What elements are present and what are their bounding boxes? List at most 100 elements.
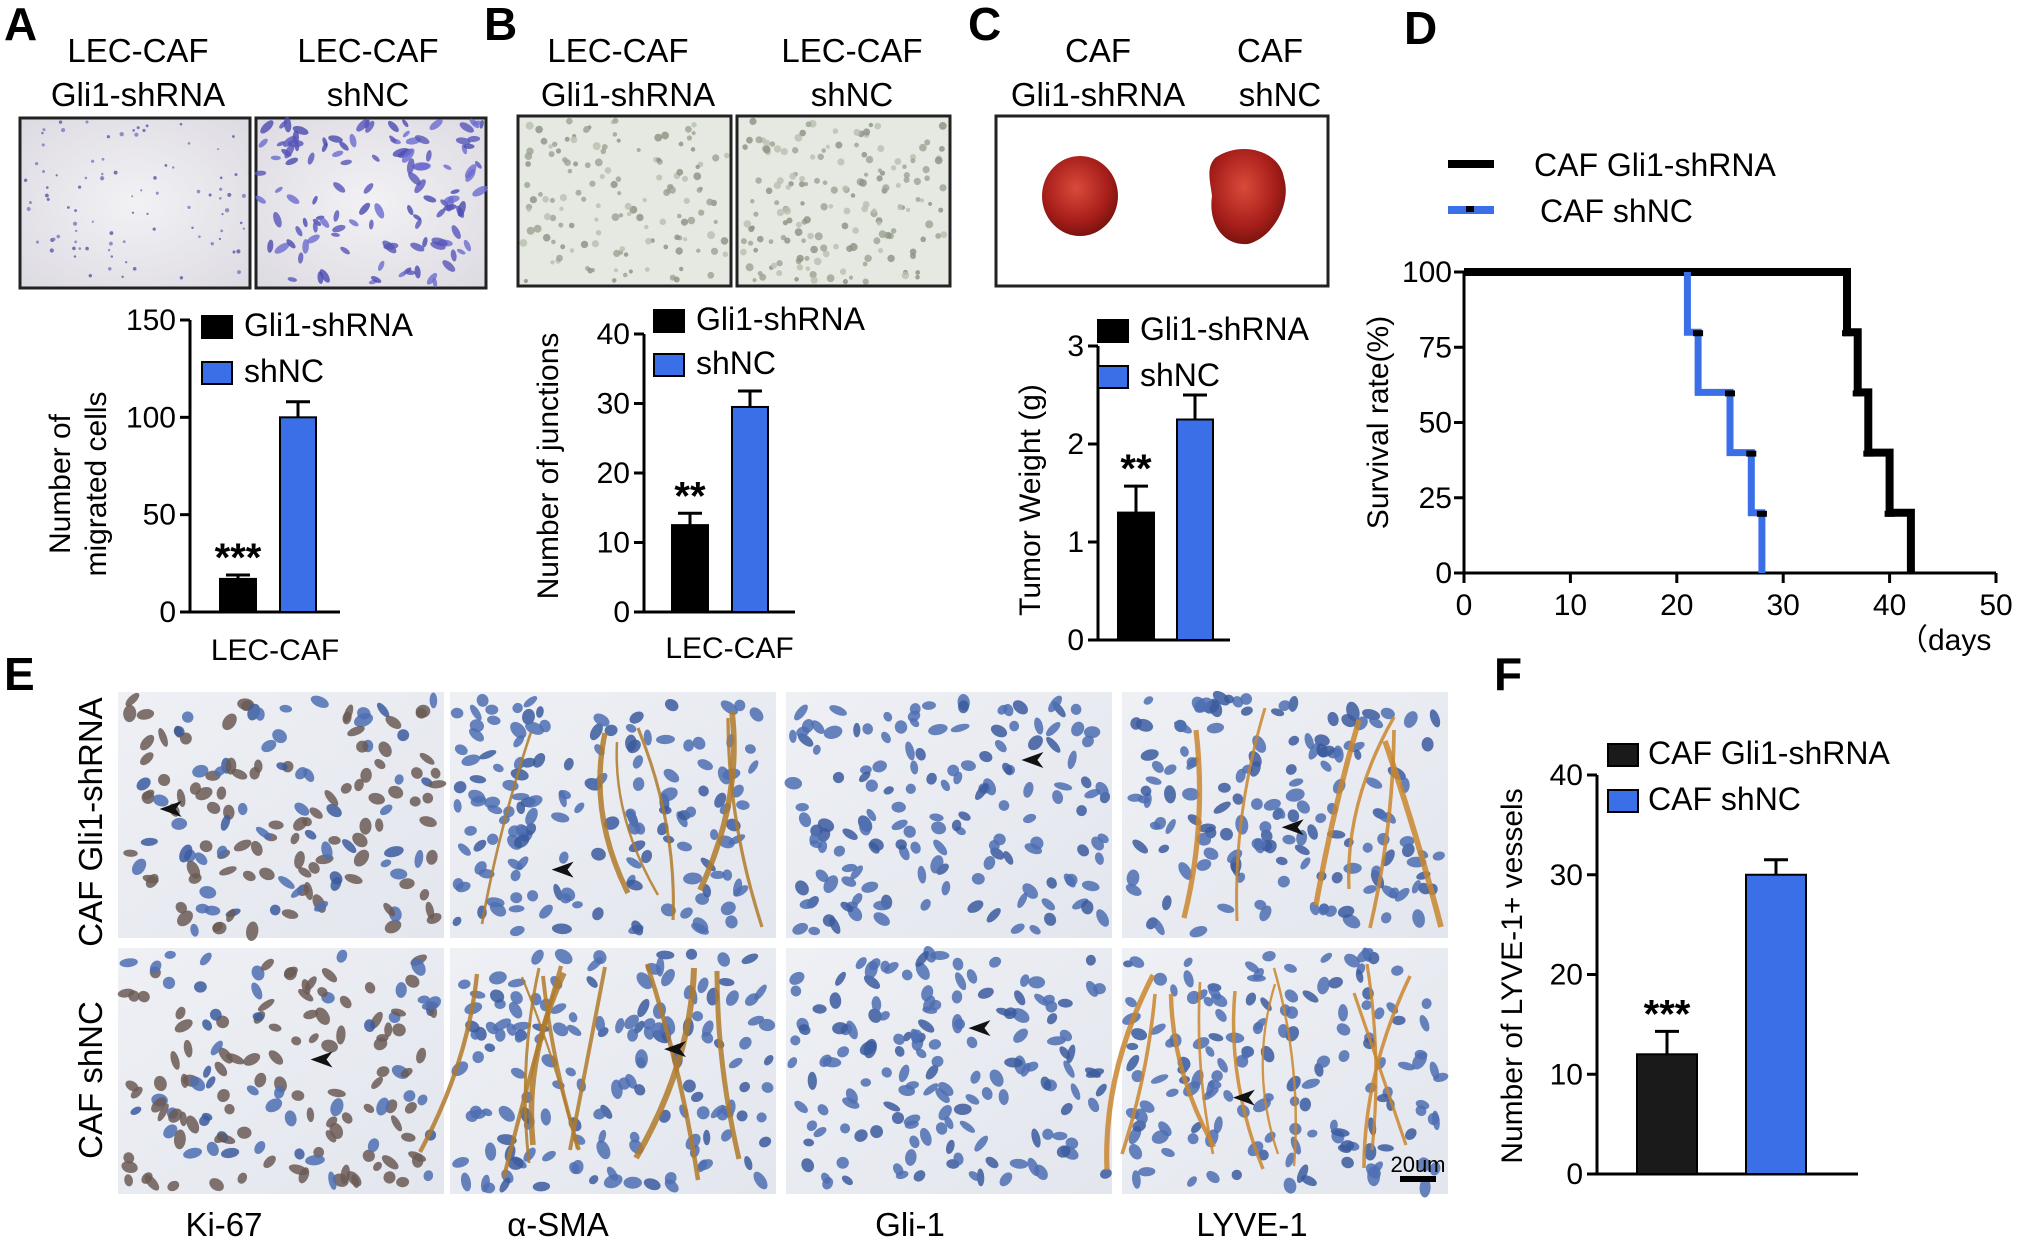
nucleus [252,1012,264,1021]
nucleus [214,766,226,777]
nucleus [703,1129,711,1146]
nucleus [1212,690,1230,706]
micrograph-cell [359,202,371,215]
y-tick-label: 20 [1550,959,1583,992]
arrowhead-marker [310,1051,333,1068]
nucleus [356,740,369,753]
nucleus [396,1176,410,1188]
micrograph-cell [604,167,612,174]
nucleus [142,874,159,884]
nucleus [1276,807,1286,819]
nucleus [945,1139,955,1155]
nucleus [841,1175,853,1186]
micrograph-cell [903,176,910,183]
micrograph-cell [683,197,690,205]
nucleus [1394,887,1410,902]
micrograph-cell [414,179,426,194]
nucleus [682,1079,696,1093]
nucleus [391,1008,406,1017]
nucleus [1080,776,1092,789]
micrograph-cell [809,271,817,279]
nucleus [625,723,637,733]
micrograph-cell [348,219,359,227]
micrograph-cell [145,124,149,128]
nucleus [303,1009,319,1020]
nucleus [625,734,637,752]
nucleus [186,860,201,879]
micrograph-cell [319,216,330,228]
nucleus [164,950,176,959]
micrograph-cell [810,245,818,254]
nucleus [971,872,985,885]
micrograph-cell [543,213,552,221]
nucleus [371,1076,384,1089]
nucleus [966,969,978,984]
nucleus [832,1022,848,1035]
micrograph-cell [784,237,791,244]
nucleus [1362,842,1373,853]
micrograph-cell [799,175,805,182]
nucleus [1013,1028,1028,1043]
nucleus [163,1124,178,1139]
nucleus [676,841,693,852]
micrograph-cell [848,275,854,280]
micrograph-cell [519,238,528,247]
micrograph-cell [387,120,399,133]
nucleus [998,1089,1009,1106]
nucleus [970,1070,981,1084]
nucleus [383,902,396,917]
nucleus [539,904,553,919]
nucleus [269,904,281,916]
nucleus [1186,990,1201,1005]
micrograph-cell [187,142,191,145]
nucleus [1070,1083,1081,1101]
arrowhead-marker [1021,751,1044,768]
micrograph-cell [472,185,488,197]
bar-caf-gli1-shrna [1636,1053,1698,1176]
nucleus [317,987,328,997]
legend-label: shNC [696,345,776,381]
micrograph-cell [450,249,457,262]
micrograph-cell [179,122,183,126]
bar-gli1-shrna [1117,511,1155,641]
micrograph-cell [846,245,853,253]
nucleus [397,729,410,742]
micrograph-cell [450,189,460,194]
nucleus [179,1111,187,1127]
nucleus [246,921,259,942]
micrograph-cell [776,270,783,277]
nucleus [641,849,653,864]
y-tick-label: 100 [126,401,176,434]
nucleus [1164,764,1177,775]
nucleus [798,812,812,828]
micrograph-cell [809,154,816,160]
nucleus [853,722,861,738]
series-line-caf-shnc [1683,272,1766,573]
micrograph-cell [644,267,650,272]
nucleus [1391,965,1404,976]
micrograph-cell [377,260,385,271]
nucleus [288,1164,308,1176]
nucleus [1307,824,1318,840]
nucleus [226,908,236,923]
micrograph-cell [707,271,715,279]
nucleus [1183,957,1193,968]
nucleus [179,844,193,863]
panel-f-bar-chart: 0 10 20 30 40 *** CAF Gli1-shRNA CAF shNC Number… [1496,735,1890,1191]
nucleus [697,759,713,771]
panel-c-bar-chart: 0 1 2 3 ** Gli1-shRNA shNC Tumor Weight (g) [1014,311,1310,657]
micrograph-cell [835,141,843,149]
nucleus [125,692,140,707]
nucleus [551,812,570,823]
ihc-image-r1-c1 [118,692,447,942]
micrograph-cell [426,272,438,285]
nucleus [928,1039,942,1050]
panel-b-micrograph-gli1 [516,114,733,288]
series-line-caf-gli1-shrna [1464,268,1915,573]
micrograph-cell [74,240,78,244]
nucleus [347,725,365,737]
nucleus [596,1140,611,1160]
significance-label: ** [1120,447,1152,491]
y-tick-label: 50 [1419,407,1452,440]
nucleus [1316,1055,1331,1068]
